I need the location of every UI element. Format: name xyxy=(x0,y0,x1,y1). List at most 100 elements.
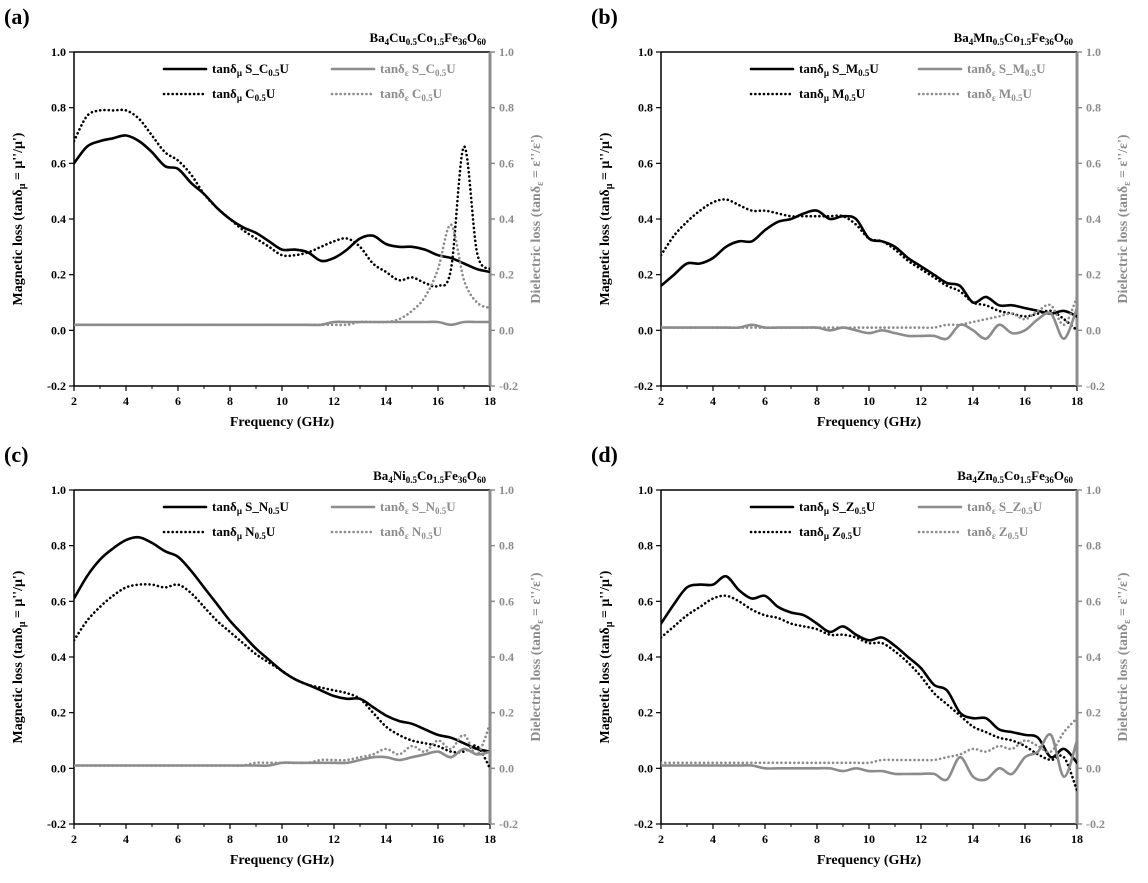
y-tick-label-right: 0.2 xyxy=(499,268,514,282)
series-line-0 xyxy=(74,535,490,753)
chart-panel-3: (d)Ba4Zn0.5Co1.5Fe36O60​24681012141618-0… xyxy=(591,442,1133,868)
y-tick-label-right: 0.2 xyxy=(499,706,514,720)
x-tick-label: 2 xyxy=(71,832,77,846)
y-tick-label-left: -0.2 xyxy=(634,379,653,393)
legend-label: tanδε S_C0.5U xyxy=(380,61,456,78)
x-tick-label: 8 xyxy=(814,832,820,846)
x-tick-label: 4 xyxy=(123,394,129,408)
y-tick-label-left: 0.8 xyxy=(51,539,66,553)
y-axis-label-right: Dielectric loss (tanδε = ε''/ε') xyxy=(529,134,546,303)
y-tick-label-right: 0.4 xyxy=(499,650,514,664)
legend-label: tanδε C0.5U xyxy=(380,86,443,103)
legend-label: tanδε N0.5U xyxy=(380,524,443,541)
legend-label: tanδμ N0.5U xyxy=(212,524,276,541)
legend-label: tanδμ S_N0.5U xyxy=(212,499,290,516)
y-tick-label-right: -0.2 xyxy=(1086,379,1105,393)
y-axis-label-left: Magnetic loss (tanδμ = μ''/μ') xyxy=(598,570,615,743)
x-tick-label: 2 xyxy=(658,394,664,408)
y-tick-label-right: 0.8 xyxy=(1086,539,1101,553)
x-tick-label: 10 xyxy=(863,832,875,846)
legend-label: tanδμ M0.5U xyxy=(799,86,866,103)
y-tick-label-left: 1.0 xyxy=(638,483,653,497)
panel-letter: (a) xyxy=(4,4,30,29)
y-tick-label-left: 0.4 xyxy=(638,212,653,226)
y-tick-label-left: 0.2 xyxy=(638,268,653,282)
y-tick-label-left: 0.6 xyxy=(51,156,66,170)
panel-letter: (c) xyxy=(4,442,28,467)
x-tick-label: 6 xyxy=(762,832,768,846)
x-tick-label: 8 xyxy=(227,394,233,408)
y-axis-label-left: Magnetic loss (tanδμ = μ''/μ') xyxy=(11,570,28,743)
y-tick-label-left: 0.2 xyxy=(51,706,66,720)
x-tick-label: 12 xyxy=(915,832,927,846)
x-axis-label: Frequency (GHz) xyxy=(817,853,922,868)
x-tick-label: 12 xyxy=(328,832,340,846)
y-tick-label-right: 0.8 xyxy=(499,101,514,115)
y-tick-label-right: 0.4 xyxy=(499,212,514,226)
x-tick-label: 8 xyxy=(814,394,820,408)
y-axis-label-right: Dielectric loss (tanδε = ε''/ε') xyxy=(1116,134,1133,303)
y-tick-label-right: 0.2 xyxy=(1086,268,1101,282)
legend-label: tanδε S_Z0.5U xyxy=(967,499,1043,516)
x-tick-label: 2 xyxy=(658,832,664,846)
y-tick-label-left: 0.4 xyxy=(51,212,66,226)
series-line-2 xyxy=(661,732,1077,782)
y-tick-label-left: 0.0 xyxy=(51,323,66,337)
y-tick-label-left: 0.2 xyxy=(51,268,66,282)
x-tick-label: 14 xyxy=(380,394,392,408)
y-tick-label-right: 0.6 xyxy=(1086,156,1101,170)
y-tick-label-right: 1.0 xyxy=(1086,45,1101,59)
chart-panel-1: (b)Ba4Mn0.5Co1.5Fe36O60​24681012141618-0… xyxy=(591,4,1133,430)
y-tick-label-right: 1.0 xyxy=(1086,483,1101,497)
legend-label: tanδμ S_M0.5U xyxy=(799,61,879,78)
x-tick-label: 12 xyxy=(915,394,927,408)
y-tick-label-left: -0.2 xyxy=(47,379,66,393)
legend-label: tanδε S_N0.5U xyxy=(380,499,456,516)
x-tick-label: 16 xyxy=(1019,394,1031,408)
composition-label: Ba4Cu0.5Co1.5Fe36O60​ xyxy=(369,30,486,47)
series-line-1 xyxy=(74,108,490,288)
y-tick-label-left: 0.8 xyxy=(638,101,653,115)
series-line-3 xyxy=(661,716,1077,765)
x-axis-label: Frequency (GHz) xyxy=(230,415,335,430)
y-tick-label-right: 0.4 xyxy=(1086,650,1101,664)
y-tick-label-right: 0.6 xyxy=(499,156,514,170)
y-tick-label-right: 0.8 xyxy=(499,539,514,553)
y-tick-label-left: 0.4 xyxy=(51,650,66,664)
y-axis-label-left: Magnetic loss (tanδμ = μ''/μ') xyxy=(11,132,28,305)
x-tick-label: 10 xyxy=(276,394,288,408)
y-tick-label-left: 0.0 xyxy=(638,323,653,337)
x-tick-label: 18 xyxy=(484,832,496,846)
x-tick-label: 14 xyxy=(380,832,392,846)
x-tick-label: 14 xyxy=(967,832,979,846)
x-axis-label: Frequency (GHz) xyxy=(230,853,335,868)
series-line-0 xyxy=(74,134,490,274)
y-tick-label-left: -0.2 xyxy=(47,817,66,831)
panel-letter: (d) xyxy=(591,442,618,467)
series-line-1 xyxy=(74,583,490,770)
y-tick-label-right: 0.0 xyxy=(499,323,514,337)
y-tick-label-left: 0.2 xyxy=(638,706,653,720)
composition-label: Ba4Zn0.5Co1.5Fe36O60​ xyxy=(957,468,1073,485)
y-tick-label-right: -0.2 xyxy=(1086,817,1105,831)
series-line-1 xyxy=(661,594,1077,792)
x-tick-label: 6 xyxy=(175,832,181,846)
legend-label: tanδε Z0.5U xyxy=(967,524,1029,541)
y-tick-label-right: 0.6 xyxy=(1086,594,1101,608)
y-tick-label-left: 0.0 xyxy=(51,761,66,775)
y-tick-label-left: 0.8 xyxy=(51,101,66,115)
x-tick-label: 2 xyxy=(71,394,77,408)
y-tick-label-right: 0.0 xyxy=(1086,761,1101,775)
composition-label: Ba4Mn0.5Co1.5Fe36O60​ xyxy=(954,30,1074,47)
y-tick-label-right: 0.2 xyxy=(1086,706,1101,720)
x-tick-label: 6 xyxy=(175,394,181,408)
legend-label: tanδε M0.5U xyxy=(967,86,1032,103)
y-tick-label-right: -0.2 xyxy=(499,817,518,831)
legend-label: tanδμ S_C0.5U xyxy=(212,61,290,78)
y-tick-label-right: 0.0 xyxy=(1086,323,1101,337)
y-tick-label-right: 0.6 xyxy=(499,594,514,608)
series-line-0 xyxy=(661,209,1077,318)
x-tick-label: 4 xyxy=(123,832,129,846)
y-tick-label-left: 0.0 xyxy=(638,761,653,775)
